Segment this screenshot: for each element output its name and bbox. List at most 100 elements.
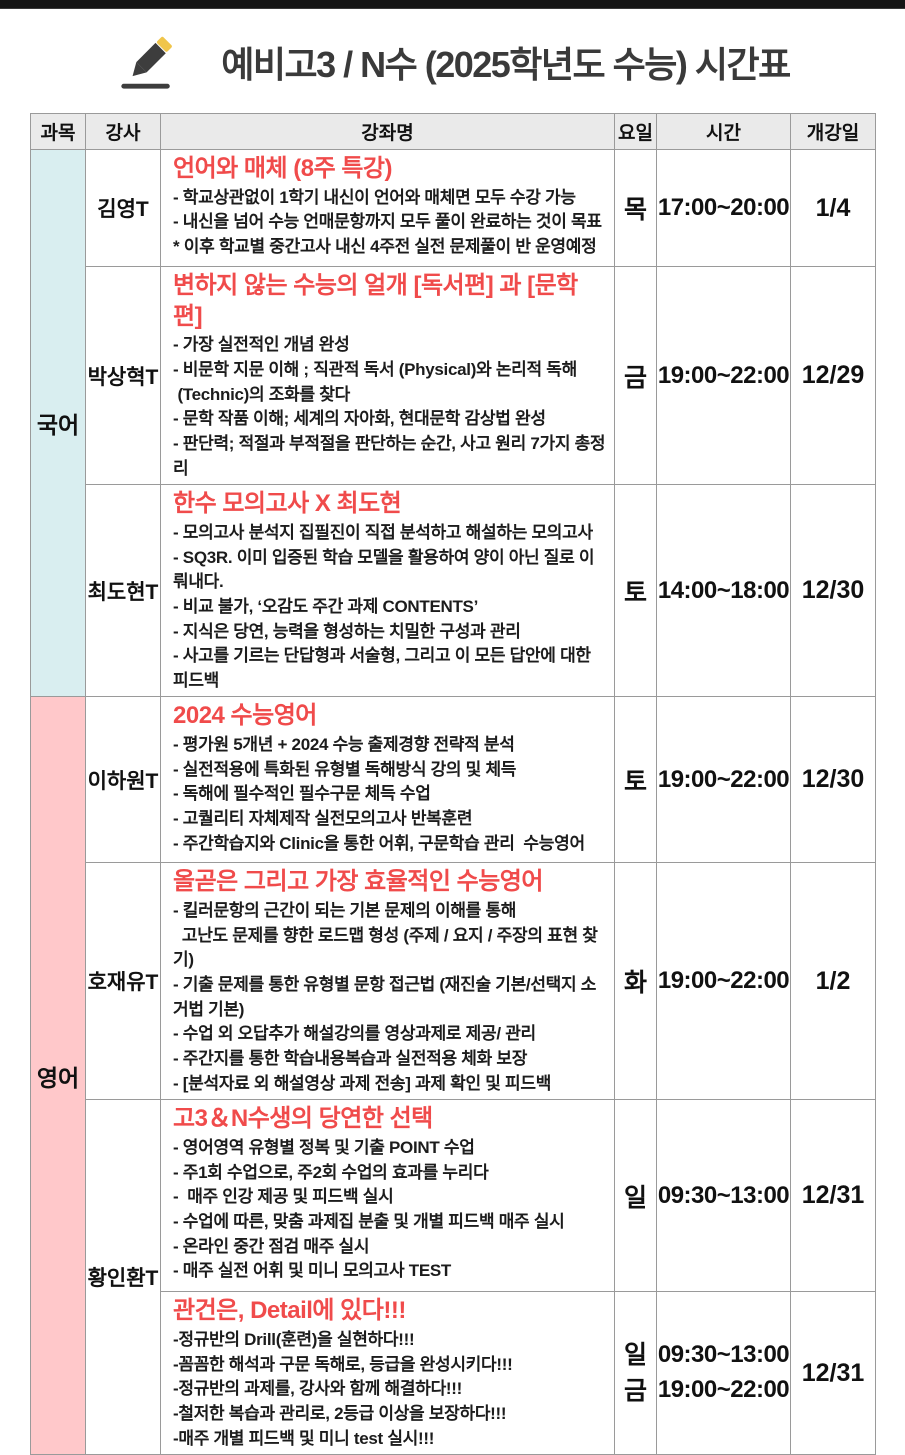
course-line: - 주간학습지와 Clinic을 통한 어휘, 구문학습 관리 수능영어 (173, 833, 585, 853)
course-line: - [분석자료 외 해설영상 과제 전송] 과제 확인 및 피드백 (173, 1073, 552, 1093)
course-line: -정규반의 과제를, 강사와 함께 해결하다!!! (173, 1379, 463, 1399)
course-line: (Technic)의 조화를 찾다 (173, 384, 350, 404)
course-line: - 주1회 수업으로, 주2회 수업의 효과를 누리다 (173, 1162, 489, 1182)
instructor-cell: 박상혁T (85, 265, 161, 486)
table-row: 영어 이하원T 2024 수능영어 - 평가원 5개년 + 2024 수능 출제… (30, 696, 876, 1455)
header-day: 요일 (614, 113, 657, 150)
course-line: - 주간지를 통한 학습내용복습과 실전적용 체화 보장 (173, 1049, 528, 1069)
instructor-cell: 김영T (85, 149, 161, 267)
course-title: 한수 모의고사 X 최도현 (173, 490, 402, 518)
day-cell: 금 (614, 265, 657, 486)
course-cell: 관건은, Detail에 있다!!! -정규반의 Drill(훈련)을 실현하다… (160, 1291, 615, 1455)
course-title: 변하지 않는 수능의 얼개 [독서편] 과 [문학편] (173, 272, 578, 330)
course-line: - 지식은 당연, 능력을 형성하는 치밀한 구성과 관리 (173, 621, 521, 641)
table-row: 최도현T 한수 모의고사 X 최도현 - 모의고사 분석지 집필진이 직접 분석… (31, 484, 876, 698)
course-line: - 매주 인강 제공 및 피드백 실시 (173, 1187, 394, 1207)
top-bar (0, 0, 905, 9)
header-course: 강좌명 (160, 113, 615, 150)
start-date-cell: 12/30 (790, 696, 876, 864)
course-line: - 평가원 5개년 + 2024 수능 출제경향 전략적 분석 (173, 735, 515, 755)
course-title: 관건은, Detail에 있다!!! (173, 1297, 406, 1325)
time-cell: 19:00~22:00 (656, 265, 791, 486)
time-cell: 09:30~13:00 (656, 1099, 791, 1293)
start-date-cell: 1/2 (790, 862, 876, 1101)
page-header: 예비고3 / N수 (2025학년도 수능) 시간표 (0, 31, 905, 93)
header-subject: 과목 (30, 113, 86, 150)
course-line: -정규반의 Drill(훈련)을 실현하다!!! (173, 1330, 415, 1350)
course-line: - 온라인 중간 점검 매주 실시 (173, 1236, 370, 1256)
course-line: -꼼꼼한 해석과 구문 독해로, 등급을 완성시키다!!! (173, 1354, 513, 1374)
course-line: - 고퀄리티 자체제작 실전모의고사 반복훈련 (173, 809, 473, 829)
time-cell: 19:00~22:00 (656, 696, 791, 864)
header-instructor: 강사 (85, 113, 161, 150)
start-date-cell: 12/31 (790, 1099, 876, 1293)
timetable: 과목 강사 강좌명 요일 시간 개강일 국어 김영T 언어와 매체 (8주 특강… (30, 113, 876, 1455)
day-cell: 일 (614, 1099, 657, 1293)
header-time: 시간 (656, 113, 791, 150)
course-title: 2024 수능영어 (173, 702, 317, 730)
day-cell: 목 (614, 149, 657, 267)
time-cell: 19:00~22:00 (656, 862, 791, 1101)
day-value: 일 (623, 1341, 647, 1370)
course-line: 고난도 문제를 향한 로드맵 형성 (주제 / 요지 / 주장의 표현 찾기) (173, 925, 598, 970)
instructor-cell: 황인환T (85, 1099, 161, 1455)
subject-cell-korean: 국어 (30, 148, 86, 698)
table-row: 박상혁T 변하지 않는 수능의 얼개 [독서편] 과 [문학편] - 가장 실전… (31, 265, 876, 486)
course-line: - 문학 작품 이해; 세계의 자아화, 현대문학 감상법 완성 (173, 409, 546, 429)
course-line: - 가장 실전적인 개념 완성 (173, 335, 350, 355)
table-row: 황인환T 고3＆N수생의 당연한 선택 - 영어영역 유형별 정복 및 기출 P… (31, 1099, 876, 1455)
course-line: - 비문학 지문 이해 ; 직관적 독서 (Physical)와 논리적 독해 (173, 360, 577, 380)
instructor-cell: 이하원T (85, 696, 161, 864)
start-date-cell: 12/31 (790, 1291, 876, 1455)
table-row: 호재유T 올곧은 그리고 가장 효율적인 수능영어 - 킬러문항의 근간이 되는… (31, 862, 876, 1101)
course-line: - 사고를 기르는 단답형과 서술형, 그리고 이 모든 답안에 대한 피드백 (173, 646, 596, 690)
course-cell: 변하지 않는 수능의 얼개 [독서편] 과 [문학편] - 가장 실전적인 개념… (160, 265, 615, 486)
course-line: - 판단력; 적절과 부적절을 판단하는 순간, 사고 원리 7가지 총정리 (173, 434, 606, 478)
course-line: - 학교상관없이 1학기 내신이 언어와 매체면 모두 수강 가능 (173, 187, 576, 207)
course-cell: 언어와 매체 (8주 특강) - 학교상관없이 1학기 내신이 언어와 매체면 … (160, 149, 615, 267)
start-date-cell: 12/30 (790, 484, 876, 698)
pencil-icon (121, 36, 173, 89)
course-line: - 킬러문항의 근간이 되는 기본 문제의 이해를 통해 (173, 901, 517, 921)
course-line: - 독해에 필수적인 필수구문 체득 수업 (173, 784, 431, 804)
course-line: - 내신을 넘어 수능 언매문항까지 모두 풀이 완료하는 것이 목표 (173, 212, 602, 232)
day-cell: 토 (614, 696, 657, 864)
subject-cell-english: 영어 (30, 696, 86, 1455)
course-title: 고3＆N수생의 당연한 선택 (173, 1105, 433, 1133)
start-date-cell: 1/4 (790, 149, 876, 267)
course-title: 올곧은 그리고 가장 효율적인 수능영어 (173, 868, 543, 896)
time-cell: 14:00~18:00 (656, 484, 791, 698)
course-cell: 올곧은 그리고 가장 효율적인 수능영어 - 킬러문항의 근간이 되는 기본 문… (160, 862, 615, 1101)
time-value: 09:30~13:00 (657, 1341, 790, 1369)
course-line: - 실전적용에 특화된 유형별 독해방식 강의 및 체득 (173, 759, 517, 779)
course-line: - 비교 불가, ‘오감도 주간 과제 CONTENTS’ (173, 596, 479, 616)
start-date-cell: 12/29 (790, 265, 876, 486)
course-cell: 한수 모의고사 X 최도현 - 모의고사 분석지 집필진이 직접 분석하고 해설… (160, 484, 615, 698)
course-line: * 이후 학교별 중간고사 내신 4주전 실전 문제풀이 반 운영예정 (173, 237, 597, 256)
day-value: 금 (623, 1377, 647, 1406)
course-line: -철저한 복습과 관리로, 2등급 이상을 보장하다!!! (173, 1403, 507, 1423)
time-cell: 17:00~20:00 (656, 149, 791, 267)
course-line: - 수업 외 오답추가 해설강의를 영상과제로 제공/ 관리 (173, 1024, 536, 1044)
course-cell: 2024 수능영어 - 평가원 5개년 + 2024 수능 출제경향 전략적 분… (160, 696, 615, 864)
course-line: - 매주 실전 어휘 및 미니 모의고사 TEST (173, 1261, 451, 1281)
header-start-date: 개강일 (790, 113, 876, 150)
page-title: 예비고3 / N수 (2025학년도 수능) 시간표 (221, 44, 791, 85)
day-cell: 일 금 (614, 1291, 657, 1455)
course-line: -매주 개별 피드백 및 미니 test 실시!!! (173, 1428, 435, 1448)
course-line: - 수업에 따른, 맞춤 과제집 분출 및 개별 피드백 매주 실시 (173, 1211, 565, 1231)
table-row: 국어 김영T 언어와 매체 (8주 특강) - 학교상관없이 1학기 내신이 언… (30, 148, 876, 698)
time-value: 19:00~22:00 (657, 1376, 790, 1404)
instructor-cell: 호재유T (85, 862, 161, 1101)
course-cell: 고3＆N수생의 당연한 선택 - 영어영역 유형별 정복 및 기출 POINT … (160, 1099, 615, 1293)
course-title: 언어와 매체 (8주 특강) (173, 155, 392, 182)
time-cell: 09:30~13:00 19:00~22:00 (656, 1291, 791, 1455)
day-cell: 화 (614, 862, 657, 1101)
day-cell: 토 (614, 484, 657, 698)
instructor-cell: 최도현T (85, 484, 161, 698)
header-row: 과목 강사 강좌명 요일 시간 개강일 (30, 113, 876, 150)
course-line: - SQ3R. 이미 입증된 학습 모델을 활용하여 양이 아닌 질로 이뤄내다… (173, 547, 595, 592)
course-line: - 모의고사 분석지 집필진이 직접 분석하고 해설하는 모의고사 (173, 523, 593, 542)
course-line: - 영어영역 유형별 정복 및 기출 POINT 수업 (173, 1138, 475, 1158)
course-line: - 기출 문제를 통한 유형별 문항 접근법 (재진술 기본/선택지 소거법 기… (173, 975, 597, 1019)
